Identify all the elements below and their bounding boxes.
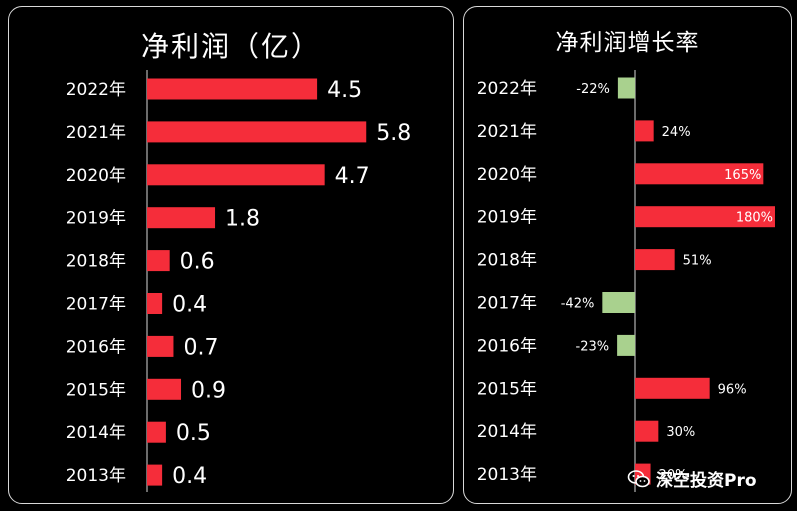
- net-profit-value-label: 0.6: [180, 250, 215, 275]
- growth-rate-value-label: 96%: [718, 382, 747, 397]
- net-profit-value-label: 0.4: [172, 293, 207, 318]
- net-profit-category-label: 2016年: [66, 337, 126, 357]
- net-profit-category-label: 2022年: [66, 80, 126, 100]
- growth-rate-value-label: 20%: [659, 468, 688, 483]
- growth-rate-bar: [635, 420, 659, 442]
- net-profit-category-label: 2014年: [66, 423, 126, 443]
- growth-rate-bar: [635, 377, 710, 399]
- growth-rate-value-label: 180%: [736, 211, 773, 226]
- growth-rate-category-label: 2017年: [477, 294, 537, 314]
- growth-rate-category-label: 2021年: [477, 122, 537, 142]
- growth-rate-bar: [617, 77, 635, 99]
- growth-rate-category-label: 2016年: [477, 336, 537, 356]
- net-profit-bar: [147, 335, 174, 357]
- net-profit-bar: [147, 464, 163, 486]
- net-profit-bar: [147, 293, 163, 314]
- growth-rate-category-label: 2019年: [477, 208, 537, 228]
- watermark: 深空投资Pro: [627, 466, 757, 491]
- net-profit-title: 净利润（亿）: [140, 30, 321, 63]
- net-profit-category-label: 2013年: [66, 466, 126, 486]
- net-profit-value-label: 0.4: [172, 464, 207, 489]
- growth-rate-bar: [635, 163, 764, 185]
- growth-rate-category-label: 2014年: [477, 422, 537, 442]
- net-profit-bar: [147, 421, 166, 443]
- growth-rate-title: 净利润增长率: [555, 30, 700, 56]
- growth-rate-bar: [635, 120, 654, 142]
- net-profit-bar: [147, 207, 216, 229]
- growth-rate-value-label: -23%: [576, 339, 610, 354]
- growth-rate-bar: [602, 292, 635, 313]
- net-profit-category-label: 2021年: [66, 123, 126, 143]
- net-profit-bar: [147, 164, 325, 186]
- net-profit-value-label: 0.5: [176, 421, 211, 446]
- net-profit-value-label: 4.7: [335, 164, 370, 189]
- net-profit-category-label: 2018年: [66, 252, 126, 272]
- net-profit-value-label: 0.7: [183, 335, 218, 360]
- net-profit-value-label: 5.8: [376, 121, 411, 146]
- growth-rate-value-label: -42%: [561, 297, 595, 312]
- net-profit-value-label: 1.8: [225, 207, 260, 232]
- net-profit-bar: [147, 121, 367, 143]
- net-profit-bar: [147, 78, 318, 100]
- growth-rate-bar: [635, 249, 675, 271]
- net-profit-value-label: 4.5: [327, 78, 362, 103]
- growth-rate-value-label: -22%: [576, 82, 610, 97]
- growth-rate-category-label: 2015年: [477, 379, 537, 399]
- growth-rate-bar: [617, 334, 635, 356]
- net-profit-category-label: 2017年: [66, 295, 126, 315]
- net-profit-category-label: 2015年: [66, 380, 126, 400]
- wechat-icon: [627, 469, 650, 488]
- net-profit-bar: [147, 378, 182, 400]
- growth-rate-value-label: 165%: [724, 168, 761, 183]
- net-profit-value-label: 0.9: [191, 378, 226, 403]
- growth-rate-category-label: 2022年: [477, 79, 537, 99]
- growth-rate-category-label: 2018年: [477, 251, 537, 271]
- growth-rate-category-label: 2020年: [477, 165, 537, 185]
- growth-rate-bar: [635, 206, 775, 228]
- growth-rate-category-label: 2013年: [477, 465, 537, 485]
- net-profit-bar: [147, 250, 170, 272]
- net-profit-category-label: 2019年: [66, 209, 126, 229]
- growth-rate-value-label: 51%: [683, 254, 712, 269]
- growth-rate-value-label: 30%: [666, 425, 695, 440]
- net-profit-category-label: 2020年: [66, 166, 126, 186]
- growth-rate-value-label: 24%: [662, 125, 691, 140]
- watermark-text: 深空投资Pro: [656, 471, 757, 491]
